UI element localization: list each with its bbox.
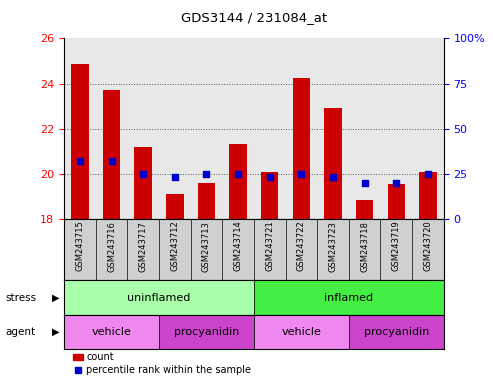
Point (361, 180, 369, 186)
Text: GSM243716: GSM243716 (107, 221, 116, 271)
Bar (166, 194, 183, 219)
Bar (198, 183, 215, 219)
Bar (254, 315, 349, 349)
Text: GSM243722: GSM243722 (297, 221, 306, 271)
Bar (64, 315, 159, 349)
Bar (349, 315, 444, 349)
Bar (324, 108, 342, 219)
Text: procyanidin: procyanidin (174, 327, 239, 337)
Point (234, 170, 242, 177)
Text: procyanidin: procyanidin (363, 327, 429, 337)
Point (392, 180, 400, 186)
Bar (135, 147, 152, 219)
Bar (71, 65, 89, 219)
Bar (64, 280, 254, 315)
Bar (356, 200, 373, 219)
Point (171, 174, 179, 180)
Point (297, 170, 305, 177)
Text: GSM243712: GSM243712 (170, 221, 179, 271)
Point (203, 170, 211, 177)
Text: stress: stress (5, 293, 36, 303)
Text: GSM243717: GSM243717 (139, 221, 148, 271)
Point (107, 158, 115, 164)
Text: GSM243718: GSM243718 (360, 221, 369, 271)
Bar (293, 78, 310, 219)
Point (76, 158, 84, 164)
Text: GSM243720: GSM243720 (423, 221, 432, 271)
Bar (103, 90, 120, 219)
Point (266, 174, 274, 180)
Bar (419, 172, 437, 219)
Text: GSM243723: GSM243723 (328, 221, 338, 271)
Text: GSM243721: GSM243721 (265, 221, 274, 271)
Text: uninflamed: uninflamed (127, 293, 191, 303)
Bar (387, 184, 405, 219)
Point (139, 170, 147, 177)
Text: ▶: ▶ (52, 327, 59, 337)
Bar (254, 280, 444, 315)
Text: GSM243719: GSM243719 (392, 221, 401, 271)
Point (424, 170, 432, 177)
Text: vehicle: vehicle (282, 327, 321, 337)
Text: ▶: ▶ (52, 293, 59, 303)
Text: vehicle: vehicle (92, 327, 132, 337)
Text: GDS3144 / 231084_at: GDS3144 / 231084_at (181, 12, 327, 25)
Text: inflamed: inflamed (324, 293, 373, 303)
Text: GSM243715: GSM243715 (75, 221, 84, 271)
Bar (229, 144, 247, 219)
Legend: count, percentile rank within the sample: count, percentile rank within the sample (69, 348, 255, 379)
Bar (261, 172, 279, 219)
Point (329, 174, 337, 180)
Text: GSM243713: GSM243713 (202, 221, 211, 271)
Text: agent: agent (5, 327, 35, 337)
Text: GSM243714: GSM243714 (234, 221, 243, 271)
Bar (159, 315, 254, 349)
